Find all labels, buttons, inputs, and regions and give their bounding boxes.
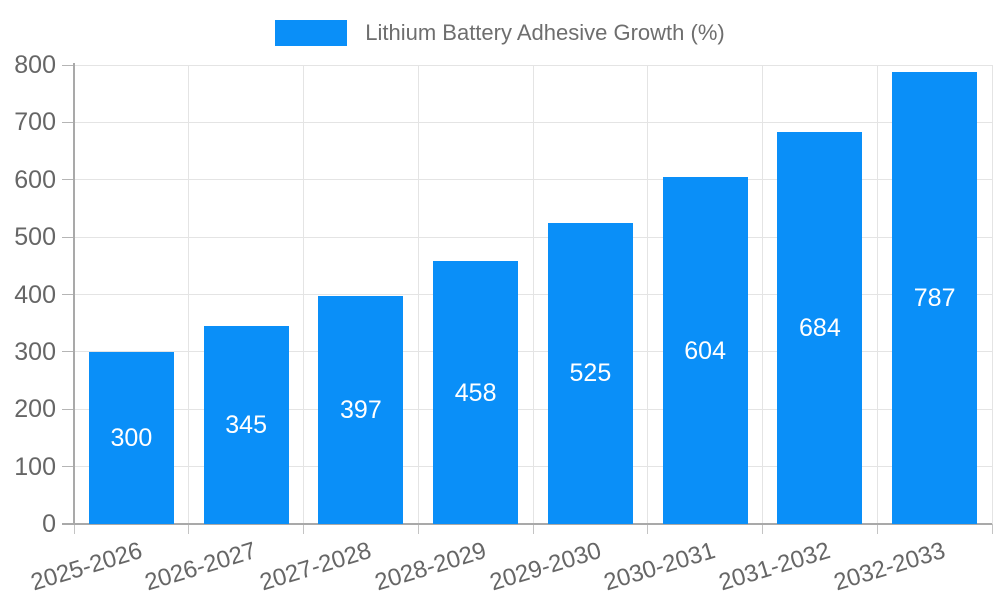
v-gridline (991, 65, 993, 524)
legend[interactable]: Lithium Battery Adhesive Growth (%) (0, 20, 1000, 46)
v-gridline (876, 65, 878, 524)
x-axis-tick-label: 2028-2029 (371, 537, 490, 597)
bar-value-label: 300 (110, 423, 153, 452)
v-gridline (647, 65, 649, 524)
x-axis-tick (532, 524, 534, 534)
bar-value-label: 684 (799, 313, 841, 342)
x-axis-tick-label: 2031-2032 (715, 537, 834, 597)
y-axis-tick-label: 800 (14, 51, 56, 79)
v-gridline (303, 65, 304, 524)
y-axis-tick (62, 351, 74, 353)
bar[interactable] (203, 326, 289, 524)
bar-value-label: 604 (684, 336, 726, 365)
y-axis-tick-label: 400 (14, 280, 56, 309)
x-axis-tick (876, 524, 878, 534)
x-axis-tick-label: 2026-2027 (142, 537, 260, 597)
bar-value-label: 525 (569, 359, 612, 388)
x-axis-tick-label: 2029-2030 (486, 537, 604, 597)
y-axis-tick (62, 408, 74, 410)
bar-value-label: 787 (913, 284, 956, 313)
x-axis-tick-label: 2032-2033 (830, 537, 949, 597)
y-axis-line (73, 63, 75, 524)
x-axis-tick (73, 524, 75, 534)
y-axis-tick-label: 100 (14, 452, 56, 481)
y-axis-tick-label: 500 (14, 223, 56, 252)
bar-value-label: 397 (340, 396, 382, 425)
v-gridline (417, 65, 419, 524)
bar[interactable] (662, 177, 748, 524)
bar[interactable] (547, 222, 633, 524)
bar[interactable] (318, 296, 404, 524)
x-axis-tick (188, 524, 190, 534)
y-axis-tick-label: 700 (14, 108, 56, 137)
x-axis-tick-label: 2030-2031 (601, 537, 719, 597)
y-axis-tick (62, 466, 74, 468)
y-axis-tick (62, 294, 74, 295)
y-axis-tick (62, 121, 74, 123)
y-axis-tick-label: 300 (14, 337, 56, 366)
y-axis-tick-label: 600 (14, 165, 56, 194)
v-gridline (762, 65, 763, 524)
y-axis-tick-label: 200 (14, 395, 56, 424)
x-axis-tick (303, 524, 304, 534)
x-axis-tick (991, 524, 993, 534)
y-axis-tick (62, 236, 74, 238)
bar[interactable] (433, 261, 519, 524)
x-axis-tick (647, 524, 649, 534)
v-gridline (188, 65, 190, 524)
y-axis-tick (62, 64, 74, 66)
x-axis-tick-label: 2027-2028 (256, 537, 375, 597)
bar-value-label: 458 (454, 378, 497, 407)
bar-value-label: 345 (225, 411, 267, 440)
y-axis-tick-label: 0 (42, 510, 56, 538)
x-axis-tick (762, 524, 763, 534)
y-axis-tick (62, 179, 74, 181)
x-axis-line (62, 523, 992, 525)
bar[interactable] (777, 131, 863, 524)
legend-label: Lithium Battery Adhesive Growth (%) (365, 20, 725, 45)
x-axis-tick (417, 524, 419, 534)
x-axis-tick-label: 2025-2026 (27, 537, 145, 597)
legend-swatch (275, 20, 348, 46)
v-gridline (532, 65, 534, 524)
bar[interactable] (88, 351, 174, 524)
bar[interactable] (892, 72, 978, 524)
